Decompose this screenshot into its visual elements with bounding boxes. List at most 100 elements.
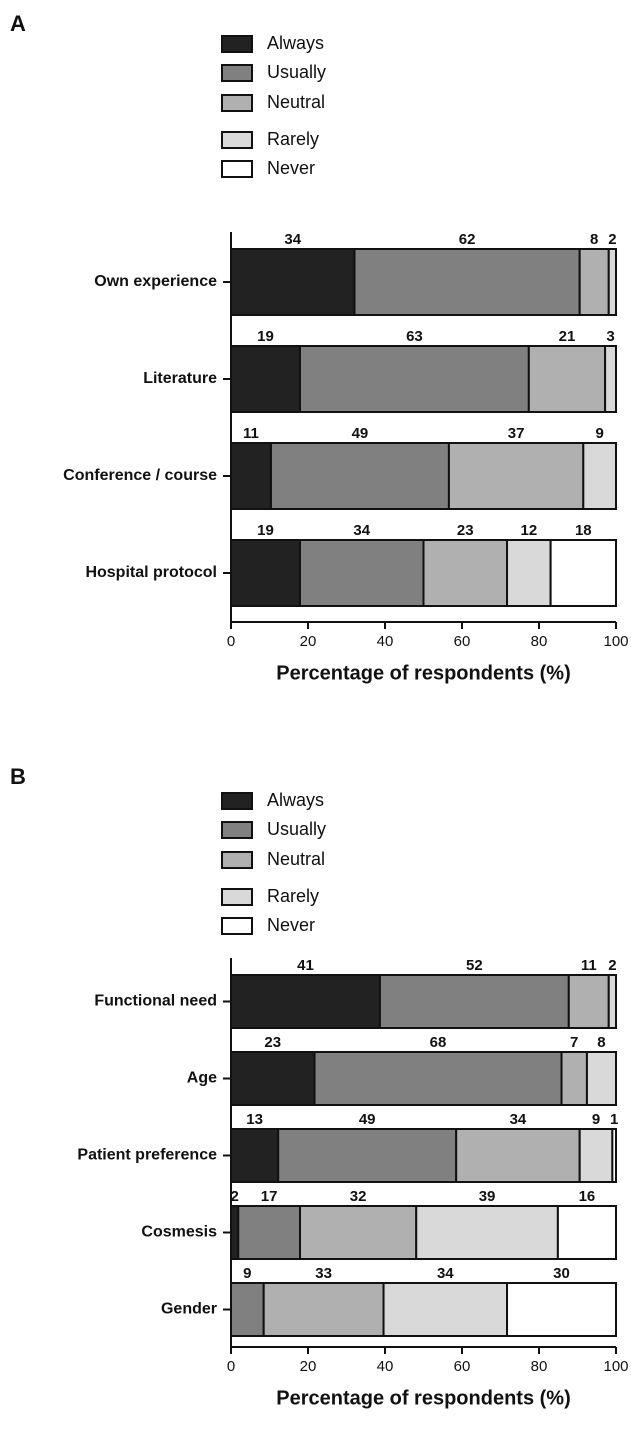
bar-segment: [455, 1128, 581, 1183]
value-label: 19: [257, 328, 274, 345]
legend-swatch: [221, 131, 253, 149]
legend-label: Rarely: [267, 886, 319, 906]
legend-swatch: [221, 917, 253, 935]
bar-segment: [237, 1205, 302, 1260]
x-tick-label: 40: [377, 633, 394, 650]
value-label: 39: [479, 1188, 496, 1205]
value-label: 19: [257, 522, 274, 539]
legend-swatch: [221, 64, 253, 82]
value-label: 3: [606, 328, 614, 345]
value-label: 68: [430, 1034, 447, 1051]
value-label: 8: [590, 231, 598, 248]
bar-segment: [604, 345, 617, 413]
x-tick-label: 60: [454, 633, 471, 650]
x-tick-label: 20: [300, 633, 317, 650]
bar-segment: [230, 539, 302, 607]
panel-label: A: [10, 11, 26, 36]
category-label: Cosmesis: [141, 1224, 217, 1241]
legend-swatch: [221, 851, 253, 869]
value-label: 12: [520, 522, 537, 539]
category-label: Functional need: [94, 993, 217, 1010]
bar-segment: [582, 442, 618, 510]
value-label: 32: [350, 1188, 367, 1205]
bar-segment: [230, 345, 302, 413]
category-label: Patient preference: [77, 1147, 217, 1164]
bar-segment: [230, 248, 356, 316]
bar-segment: [353, 248, 581, 316]
x-tick-label: 100: [603, 1358, 628, 1375]
legend-label: Never: [267, 915, 315, 935]
value-label: 34: [284, 231, 301, 248]
value-label: 49: [352, 425, 369, 442]
bar-segment: [607, 974, 617, 1029]
x-tick-label: 60: [454, 1358, 471, 1375]
bar-segment: [299, 1205, 418, 1260]
legend-label: Usually: [267, 819, 326, 839]
bar-segment: [567, 974, 610, 1029]
value-label: 16: [579, 1188, 596, 1205]
panel-label: B: [10, 764, 26, 789]
legend-label: Always: [267, 33, 324, 53]
x-tick-label: 0: [227, 633, 235, 650]
value-label: 21: [559, 328, 576, 345]
value-label: 11: [243, 425, 259, 442]
value-label: 13: [246, 1111, 263, 1128]
x-tick-label: 100: [603, 633, 628, 650]
value-label: 33: [315, 1265, 332, 1282]
bar-segment: [560, 1051, 588, 1106]
x-tick-label: 80: [531, 633, 548, 650]
value-label: 41: [297, 957, 314, 974]
category-label: Literature: [143, 370, 217, 387]
x-tick-label: 40: [377, 1358, 394, 1375]
bar-segment: [299, 345, 530, 413]
bar-segment: [506, 1282, 618, 1337]
value-label: 62: [459, 231, 476, 248]
x-axis-title: Percentage of respondents (%): [276, 662, 571, 684]
bar-segment: [506, 539, 552, 607]
legend-swatch: [221, 35, 253, 53]
legend-swatch: [221, 792, 253, 810]
category-label: Gender: [161, 1301, 217, 1318]
legend-label: Neutral: [267, 849, 325, 869]
value-label: 17: [261, 1188, 278, 1205]
value-label: 34: [510, 1111, 527, 1128]
x-tick-label: 0: [227, 1358, 235, 1375]
bar-segment: [549, 539, 617, 607]
value-label: 23: [457, 522, 474, 539]
value-label: 34: [437, 1265, 454, 1282]
legend-label: Usually: [267, 62, 326, 82]
value-label: 8: [597, 1034, 605, 1051]
x-axis-title: Percentage of respondents (%): [276, 1387, 571, 1409]
bar-segment: [230, 1128, 280, 1183]
bar-segment: [556, 1205, 617, 1260]
legend-label: Rarely: [267, 129, 319, 149]
legend-swatch: [221, 160, 253, 178]
value-label: 2: [230, 1188, 238, 1205]
bar-segment: [585, 1051, 618, 1106]
bar-segment: [415, 1205, 559, 1260]
bar-segment: [230, 974, 381, 1029]
value-label: 18: [575, 522, 592, 539]
value-label: 23: [264, 1034, 281, 1051]
value-label: 52: [466, 957, 483, 974]
bar-segment: [578, 1128, 614, 1183]
bar-segment: [578, 248, 610, 316]
value-label: 63: [406, 328, 423, 345]
bar-segment: [277, 1128, 458, 1183]
value-label: 34: [353, 522, 370, 539]
value-label: 11: [581, 957, 597, 974]
bar-segment: [447, 442, 585, 510]
bar-segment: [299, 539, 425, 607]
value-label: 49: [359, 1111, 376, 1128]
bar-segment: [378, 974, 570, 1029]
value-label: 2: [608, 957, 616, 974]
bar-segment: [269, 442, 450, 510]
bar-segment: [230, 1282, 265, 1337]
value-label: 9: [595, 425, 603, 442]
legend-swatch: [221, 821, 253, 839]
bar-segment: [262, 1282, 385, 1337]
bar-segment: [422, 539, 509, 607]
value-label: 2: [608, 231, 616, 248]
category-label: Conference / course: [63, 467, 217, 484]
